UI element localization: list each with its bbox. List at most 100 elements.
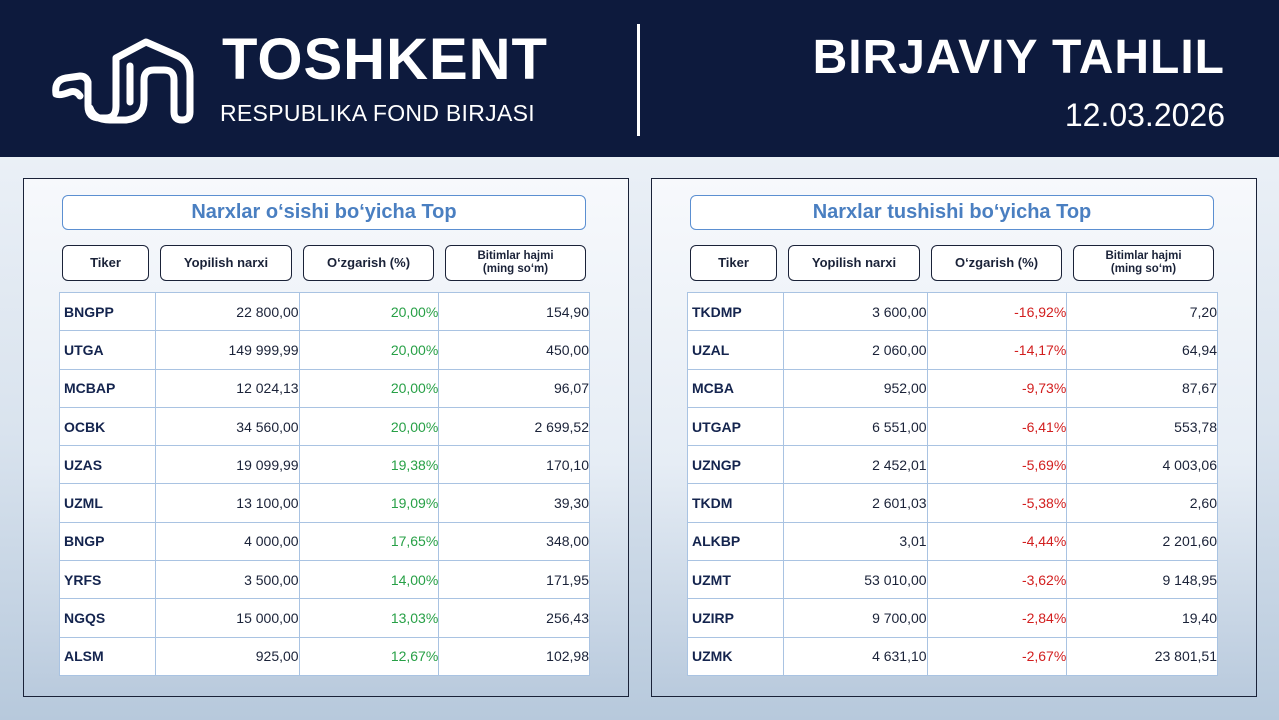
volume-cell: 96,07 [438,368,590,408]
close-price-cell: 22 800,00 [154,291,300,332]
volume-cell: 256,43 [438,598,590,638]
close-price-cell: 53 010,00 [782,560,928,600]
table-row: UTGAP 6 551,00 -6,41% 553,78 [687,406,1218,447]
change-cell: 19,09% [298,483,440,523]
table-row: UTGA 149 999,99 20,00% 450,00 [59,330,590,370]
report-date: 12.03.2026 [1064,97,1225,133]
column-header-volume-line2: (ming so‘m) [482,263,549,275]
table-row: TKDM 2 601,03 -5,38% 2,60 [687,483,1218,523]
brand-title: TOSHKENT [222,27,548,92]
volume-cell: 23 801,51 [1066,636,1218,676]
close-price-cell: 34 560,00 [154,406,300,447]
ticker-cell: UTGAP [687,406,784,447]
volume-cell: 2,60 [1066,483,1218,523]
losers-title: Narxlar tushishi bo‘yicha Top [690,195,1214,230]
table-row: MCBA 952,00 -9,73% 87,67 [687,368,1218,408]
ticker-cell: UZAL [687,330,784,370]
ticker-cell: MCBA [687,368,784,408]
change-cell: 20,00% [298,406,440,447]
close-price-cell: 2 060,00 [782,330,928,370]
change-cell: -16,92% [926,291,1068,332]
brand-subtitle: RESPUBLIKA FOND BIRJASI [220,100,535,126]
close-price-cell: 2 601,03 [782,483,928,523]
column-header-volume: Bitimlar hajmi (ming so‘m) [445,245,586,281]
volume-cell: 2 699,52 [438,406,590,447]
close-price-cell: 15 000,00 [154,598,300,638]
change-cell: -9,73% [926,368,1068,408]
header-divider [637,24,640,136]
close-price-cell: 13 100,00 [154,483,300,523]
close-price-cell: 6 551,00 [782,406,928,447]
ticker-cell: UZAS [59,445,156,485]
column-header-close-price: Yopilish narxi [788,245,920,281]
losers-panel: Narxlar tushishi bo‘yicha Top Tiker Yopi… [651,178,1257,697]
change-cell: -6,41% [926,406,1068,447]
volume-cell: 87,67 [1066,368,1218,408]
close-price-cell: 12 024,13 [154,368,300,408]
ticker-cell: TKDMP [687,291,784,332]
table-row: YRFS 3 500,00 14,00% 171,95 [59,560,590,600]
ticker-cell: YRFS [59,560,156,600]
change-cell: -14,17% [926,330,1068,370]
ticker-cell: BNGPP [59,291,156,332]
ticker-cell: ALKBP [687,521,784,562]
ticker-cell: UZML [59,483,156,523]
volume-cell: 39,30 [438,483,590,523]
table-row: BNGP 4 000,00 17,65% 348,00 [59,521,590,562]
change-cell: -2,67% [926,636,1068,676]
change-cell: 20,00% [298,291,440,332]
volume-cell: 9 148,95 [1066,560,1218,600]
change-cell: 13,03% [298,598,440,638]
table-row: BNGPP 22 800,00 20,00% 154,90 [59,291,590,332]
ticker-cell: NGQS [59,598,156,638]
close-price-cell: 3 600,00 [782,291,928,332]
page-header: TOSHKENT RESPUBLIKA FOND BIRJASI BIRJAVI… [0,0,1279,157]
volume-cell: 2 201,60 [1066,521,1218,562]
ticker-cell: UZNGP [687,445,784,485]
ticker-cell: UZIRP [687,598,784,638]
change-cell: 19,38% [298,445,440,485]
ticker-cell: UZMK [687,636,784,676]
table-row: UZIRP 9 700,00 -2,84% 19,40 [687,598,1218,638]
column-header-close-price: Yopilish narxi [160,245,292,281]
close-price-cell: 149 999,99 [154,330,300,370]
ticker-cell: BNGP [59,521,156,562]
close-price-cell: 952,00 [782,368,928,408]
column-header-ticker: Tiker [62,245,149,281]
report-title: BIRJAVIY TAHLIL [812,31,1225,84]
close-price-cell: 4 000,00 [154,521,300,562]
close-price-cell: 3 500,00 [154,560,300,600]
volume-cell: 102,98 [438,636,590,676]
gainers-panel: Narxlar o‘sishi bo‘yicha Top Tiker Yopil… [23,178,629,697]
column-header-volume-line1: Bitimlar hajmi [477,250,554,262]
change-cell: -3,62% [926,560,1068,600]
column-header-ticker: Tiker [690,245,777,281]
close-price-cell: 9 700,00 [782,598,928,638]
volume-cell: 450,00 [438,330,590,370]
table-row: UZMT 53 010,00 -3,62% 9 148,95 [687,560,1218,600]
table-row: UZML 13 100,00 19,09% 39,30 [59,483,590,523]
table-row: OCBK 34 560,00 20,00% 2 699,52 [59,406,590,447]
column-header-volume: Bitimlar hajmi (ming so‘m) [1073,245,1214,281]
table-row: UZAL 2 060,00 -14,17% 64,94 [687,330,1218,370]
table-row: UZAS 19 099,99 19,38% 170,10 [59,445,590,485]
volume-cell: 154,90 [438,291,590,332]
column-header-change: O‘zgarish (%) [303,245,434,281]
change-cell: -5,38% [926,483,1068,523]
volume-cell: 348,00 [438,521,590,562]
gainers-table: BNGPP 22 800,00 20,00% 154,90 UTGA 149 999,99… [59,291,590,676]
ticker-cell: MCBAP [59,368,156,408]
table-row: MCBAP 12 024,13 20,00% 96,07 [59,368,590,408]
column-header-volume-line1: Bitimlar hajmi [1105,250,1182,262]
column-header-change: O‘zgarish (%) [931,245,1062,281]
close-price-cell: 19 099,99 [154,445,300,485]
volume-cell: 553,78 [1066,406,1218,447]
volume-cell: 4 003,06 [1066,445,1218,485]
change-cell: -5,69% [926,445,1068,485]
change-cell: 20,00% [298,368,440,408]
table-row: NGQS 15 000,00 13,03% 256,43 [59,598,590,638]
volume-cell: 19,40 [1066,598,1218,638]
losers-table: TKDMP 3 600,00 -16,92% 7,20 UZAL 2 060,00 -14,… [687,291,1218,676]
table-row: UZNGP 2 452,01 -5,69% 4 003,06 [687,445,1218,485]
volume-cell: 64,94 [1066,330,1218,370]
